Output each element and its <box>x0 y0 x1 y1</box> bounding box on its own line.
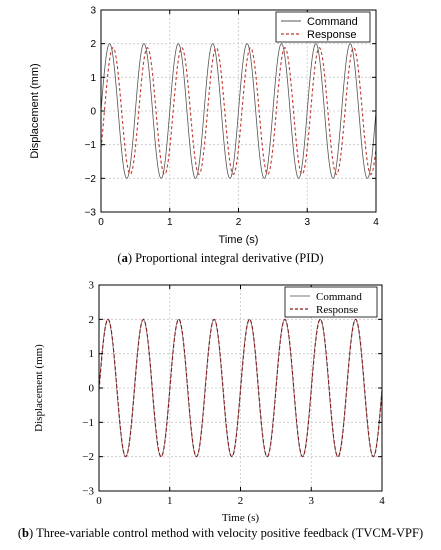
x-tick-label: 2 <box>238 495 244 507</box>
legend-label-response: Response <box>316 304 358 316</box>
x-tick-label: 4 <box>379 495 385 507</box>
x-tick-label: 4 <box>373 217 379 228</box>
y-tick-label: 0 <box>89 383 95 395</box>
y-tick-label: 1 <box>90 73 96 84</box>
y-tick-label: 1 <box>89 348 95 360</box>
y-tick-label: −3 <box>82 486 94 498</box>
series-line-command <box>100 43 377 179</box>
x-tick-label: 0 <box>98 217 104 228</box>
caption-b: (b) Three-variable control method with v… <box>17 526 424 540</box>
x-axis-label: Time (s) <box>222 512 260 524</box>
x-tick-label: 1 <box>167 495 173 507</box>
chart-b: 0 1 2 3 4 −3 −2 −1 0 1 2 3 Time (s) Displacement (mm)… <box>33 280 385 525</box>
x-tick-label: 0 <box>96 495 102 507</box>
legend-label-command: Command <box>316 291 362 303</box>
y-tick-label: −3 <box>85 208 97 219</box>
y-tick-label: −1 <box>82 417 94 429</box>
legend-label-command: Command <box>307 16 358 28</box>
legend-box <box>284 286 378 318</box>
x-tick-label: 1 <box>167 217 173 228</box>
x-tick-label: 3 <box>304 217 310 228</box>
y-axis-label: Displacement (mm) <box>29 63 41 158</box>
y-axis-label: Displacement (mm) <box>33 344 45 432</box>
y-tick-label: −2 <box>85 174 97 185</box>
y-tick-label: 3 <box>89 280 95 292</box>
y-tick-label: 3 <box>90 6 96 17</box>
x-tick-label: 2 <box>236 217 242 228</box>
x-axis-label: Time (s) <box>219 234 259 246</box>
legend-box <box>275 11 371 43</box>
y-tick-label: −2 <box>82 451 94 463</box>
caption-b-text: Three-variable control method with veloc… <box>36 526 424 540</box>
series-line-response <box>100 47 377 175</box>
x-tick-label: 3 <box>309 495 315 507</box>
chart-a: 0 1 2 3 4 −3 −2 −1 0 1 2 3 Time (s) Displacement (mm)… <box>29 6 379 247</box>
caption-a-text: Proportional integral derivative (PID) <box>135 251 324 265</box>
y-tick-label: 2 <box>90 39 96 50</box>
series-line-response <box>98 318 383 458</box>
y-tick-label: −1 <box>85 140 97 151</box>
caption-a: (a) Proportional integral derivative (PI… <box>117 251 324 265</box>
y-tick-label: 0 <box>90 107 96 118</box>
legend-label-response: Response <box>307 29 357 41</box>
caption-b-label: b <box>22 526 29 540</box>
caption-a-label: a <box>121 251 128 265</box>
y-tick-label: 2 <box>89 314 95 326</box>
